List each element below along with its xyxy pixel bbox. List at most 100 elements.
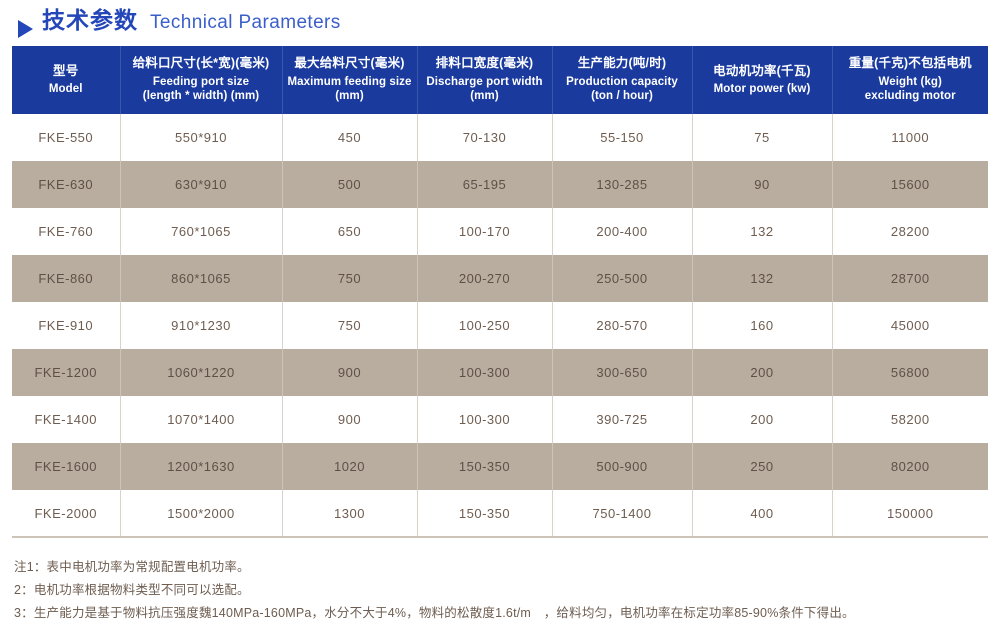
cell-motor-power: 90 bbox=[692, 161, 833, 208]
cell-model: FKE-860 bbox=[12, 255, 121, 302]
table-row: FKE-760 760*1065 650 100-170 200-400 132 28200 bbox=[12, 208, 988, 255]
cell-motor-power: 75 bbox=[692, 114, 833, 161]
cell-discharge-port-width: 100-300 bbox=[417, 349, 553, 396]
cell-feeding-port-size: 760*1065 bbox=[120, 208, 283, 255]
cell-weight: 58200 bbox=[832, 396, 988, 443]
cell-feeding-port-size: 860*1065 bbox=[120, 255, 283, 302]
cell-production-capacity: 300-650 bbox=[552, 349, 693, 396]
cell-discharge-port-width: 150-350 bbox=[417, 443, 553, 490]
table-row: FKE-860 860*1065 750 200-270 250-500 132 28700 bbox=[12, 255, 988, 302]
column-header-cn: 重量(千克)不包括电机 bbox=[848, 56, 972, 71]
cell-max-feeding-size: 900 bbox=[282, 396, 418, 443]
cell-weight: 11000 bbox=[832, 114, 988, 161]
cell-discharge-port-width: 100-170 bbox=[417, 208, 553, 255]
column-header-max-feeding-size: 最大给料尺寸(毫米) Maximum feeding size (mm) bbox=[282, 46, 418, 114]
cell-weight: 56800 bbox=[832, 349, 988, 396]
cell-model: FKE-910 bbox=[12, 302, 121, 349]
table-row: FKE-630 630*910 500 65-195 130-285 90 15600 bbox=[12, 161, 988, 208]
cell-production-capacity: 55-150 bbox=[552, 114, 693, 161]
cell-feeding-port-size: 1070*1400 bbox=[120, 396, 283, 443]
cell-model: FKE-1400 bbox=[12, 396, 121, 443]
cell-discharge-port-width: 100-300 bbox=[417, 396, 553, 443]
cell-feeding-port-size: 630*910 bbox=[120, 161, 283, 208]
cell-max-feeding-size: 750 bbox=[282, 302, 418, 349]
cell-production-capacity: 750-1400 bbox=[552, 490, 693, 538]
cell-production-capacity: 390-725 bbox=[552, 396, 693, 443]
column-header-en: Production capacity (ton / hour) bbox=[566, 75, 678, 103]
cell-motor-power: 250 bbox=[692, 443, 833, 490]
cell-weight: 28200 bbox=[832, 208, 988, 255]
column-header-en: Discharge port width (mm) bbox=[426, 75, 543, 103]
cell-weight: 80200 bbox=[832, 443, 988, 490]
column-header-cn: 电动机功率(千瓦) bbox=[713, 63, 811, 78]
cell-motor-power: 200 bbox=[692, 396, 833, 443]
cell-feeding-port-size: 550*910 bbox=[120, 114, 283, 161]
table-row: FKE-910 910*1230 750 100-250 280-570 160 45000 bbox=[12, 302, 988, 349]
table-body: FKE-550 550*910 450 70-130 55-150 75 11000 FKE-… bbox=[12, 114, 988, 538]
page-title-bar: 技术参数 Technical Parameters bbox=[0, 0, 1000, 46]
cell-weight: 15600 bbox=[832, 161, 988, 208]
cell-motor-power: 160 bbox=[692, 302, 833, 349]
cell-production-capacity: 500-900 bbox=[552, 443, 693, 490]
cell-weight: 45000 bbox=[832, 302, 988, 349]
cell-feeding-port-size: 1500*2000 bbox=[120, 490, 283, 538]
column-header-motor-power: 电动机功率(千瓦) Motor power (kw) bbox=[692, 46, 833, 114]
cell-production-capacity: 130-285 bbox=[552, 161, 693, 208]
cell-feeding-port-size: 1200*1630 bbox=[120, 443, 283, 490]
table-row: FKE-1600 1200*1630 1020 150-350 500-900 250 80… bbox=[12, 443, 988, 490]
cell-weight: 28700 bbox=[832, 255, 988, 302]
column-header-cn: 排料口宽度(毫米) bbox=[435, 56, 534, 71]
cell-motor-power: 400 bbox=[692, 490, 833, 538]
cell-discharge-port-width: 70-130 bbox=[417, 114, 553, 161]
table-row: FKE-1200 1060*1220 900 100-300 300-650 200 568… bbox=[12, 349, 988, 396]
technical-parameters-table: 型号 Model 给料口尺寸(长*宽)(毫米) Feeding port siz… bbox=[12, 46, 988, 538]
cell-motor-power: 132 bbox=[692, 255, 833, 302]
cell-max-feeding-size: 650 bbox=[282, 208, 418, 255]
column-header-model: 型号 Model bbox=[12, 46, 121, 114]
cell-max-feeding-size: 900 bbox=[282, 349, 418, 396]
cell-max-feeding-size: 450 bbox=[282, 114, 418, 161]
cell-model: FKE-630 bbox=[12, 161, 121, 208]
cell-feeding-port-size: 1060*1220 bbox=[120, 349, 283, 396]
cell-motor-power: 132 bbox=[692, 208, 833, 255]
cell-max-feeding-size: 500 bbox=[282, 161, 418, 208]
column-header-weight: 重量(千克)不包括电机 Weight (kg) excluding motor bbox=[832, 46, 988, 114]
cell-model: FKE-2000 bbox=[12, 490, 121, 538]
table-row: FKE-1400 1070*1400 900 100-300 390-725 200 582… bbox=[12, 396, 988, 443]
cell-production-capacity: 280-570 bbox=[552, 302, 693, 349]
cell-discharge-port-width: 100-250 bbox=[417, 302, 553, 349]
cell-discharge-port-width: 150-350 bbox=[417, 490, 553, 538]
column-header-en: Maximum feeding size (mm) bbox=[287, 75, 412, 103]
column-header-en: Weight (kg) excluding motor bbox=[864, 75, 956, 103]
column-header-en: Feeding port size (length * width) (mm) bbox=[142, 75, 260, 103]
cell-max-feeding-size: 1020 bbox=[282, 443, 418, 490]
cell-feeding-port-size: 910*1230 bbox=[120, 302, 283, 349]
cell-model: FKE-1200 bbox=[12, 349, 121, 396]
cell-discharge-port-width: 200-270 bbox=[417, 255, 553, 302]
cell-production-capacity: 200-400 bbox=[552, 208, 693, 255]
table-row: FKE-550 550*910 450 70-130 55-150 75 11000 bbox=[12, 114, 988, 161]
page-title-cn: 技术参数 bbox=[42, 7, 138, 33]
cell-model: FKE-1600 bbox=[12, 443, 121, 490]
cell-motor-power: 200 bbox=[692, 349, 833, 396]
spec-table-container: 型号 Model 给料口尺寸(长*宽)(毫米) Feeding port siz… bbox=[12, 46, 988, 538]
play-triangle-icon bbox=[18, 19, 33, 38]
column-header-cn: 最大给料尺寸(毫米) bbox=[294, 56, 405, 71]
cell-max-feeding-size: 1300 bbox=[282, 490, 418, 538]
cell-production-capacity: 250-500 bbox=[552, 255, 693, 302]
page-title-en: Technical Parameters bbox=[150, 12, 341, 33]
column-header-en: Motor power (kw) bbox=[713, 83, 811, 96]
cell-discharge-port-width: 65-195 bbox=[417, 161, 553, 208]
table-row: FKE-2000 1500*2000 1300 150-350 750-1400 400 1… bbox=[12, 490, 988, 538]
column-header-cn: 型号 bbox=[53, 63, 79, 78]
footnotes: 注1：表中电机功率为常规配置电机功率。 2：电机功率根据物料类型不同可以选配。 … bbox=[14, 556, 1000, 625]
column-header-en: Model bbox=[48, 83, 83, 96]
column-header-discharge-port-width: 排料口宽度(毫米) Discharge port width (mm) bbox=[417, 46, 553, 114]
column-header-cn: 生产能力(吨/时) bbox=[577, 56, 667, 71]
cell-model: FKE-760 bbox=[12, 208, 121, 255]
table-header-row: 型号 Model 给料口尺寸(长*宽)(毫米) Feeding port siz… bbox=[12, 46, 988, 114]
footnote-line: 2：电机功率根据物料类型不同可以选配。 bbox=[14, 583, 250, 598]
footnote-line: 注1：表中电机功率为常规配置电机功率。 bbox=[14, 560, 250, 574]
cell-weight: 150000 bbox=[832, 490, 988, 538]
cell-model: FKE-550 bbox=[12, 114, 121, 161]
